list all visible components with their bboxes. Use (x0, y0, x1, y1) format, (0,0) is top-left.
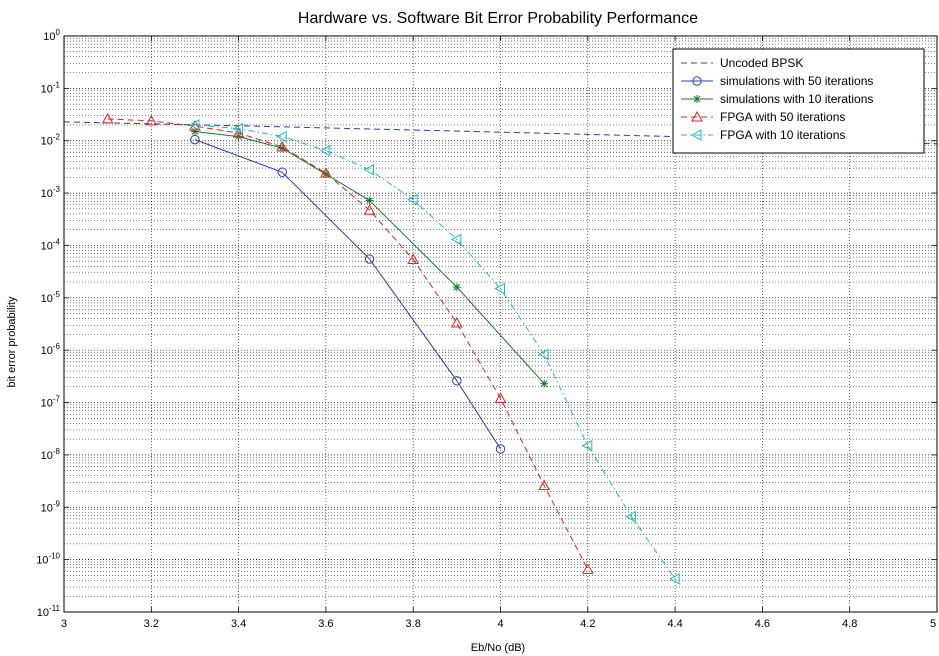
y-tick-label: 10-8 (41, 447, 61, 462)
legend-label: simulations with 50 iterations (720, 74, 873, 88)
legend-marker (690, 129, 702, 141)
data-point (540, 379, 549, 388)
legend-label: Uncoded BPSK (720, 56, 803, 70)
x-tick-label: 4.8 (842, 618, 857, 630)
y-tick-label: 100 (43, 28, 60, 43)
data-point (451, 317, 463, 328)
x-tick-label: 3.4 (231, 618, 246, 630)
data-point (495, 444, 506, 454)
y-tick-label: 10-3 (41, 185, 61, 200)
y-tick-label: 10-6 (41, 342, 61, 357)
data-point (364, 254, 375, 264)
data-point (581, 439, 593, 452)
y-tick-label: 10-11 (37, 604, 61, 619)
data-point (188, 119, 200, 131)
series-line (107, 118, 589, 570)
series-line (194, 139, 501, 450)
y-tick-label: 10-9 (41, 499, 61, 514)
x-tick-label: 3 (61, 618, 67, 630)
data-point (669, 572, 680, 585)
data-point (452, 376, 462, 386)
y-tick-labels: 100 10-1 10-2 10-3 10-4 10-5 10-6 10-7 10-8 10-9 1… (36, 28, 60, 619)
legend-label: FPGA with 10 iterations (720, 128, 845, 142)
x-tick-labels: 3 3.2 3.4 3.6 3.8 4 4.2 4.4 4.6 4.8 5 (61, 618, 936, 630)
x-tick-label: 5 (930, 618, 936, 630)
data-point (319, 144, 331, 157)
data-point (625, 510, 636, 523)
data-point (232, 122, 244, 135)
series-group (63, 112, 938, 585)
x-tick-label: 4.2 (580, 618, 595, 630)
series-line (63, 121, 938, 145)
x-tick-label: 3.8 (406, 618, 421, 630)
legend-box (672, 48, 925, 154)
data-point (538, 348, 549, 361)
y-tick-label: 10-4 (41, 237, 61, 252)
data-point (407, 193, 418, 206)
data-point (363, 204, 376, 215)
y-tick-label: 10-7 (41, 395, 61, 410)
data-point (494, 392, 507, 403)
data-point (277, 167, 287, 177)
x-tick-label: 4.6 (755, 618, 770, 630)
data-point (190, 127, 199, 136)
data-point (145, 114, 158, 126)
data-point (407, 253, 420, 264)
data-point (101, 112, 114, 124)
data-point (450, 233, 462, 246)
series-1 (63, 121, 938, 145)
x-tick-label: 3.6 (318, 618, 333, 630)
legend: Uncoded BPSK simulations with 50 iteratio… (672, 48, 925, 154)
y-tick-label: 10-1 (41, 80, 61, 95)
data-point (278, 144, 287, 153)
data-point (365, 196, 374, 205)
data-point (363, 163, 375, 176)
data-point (321, 170, 330, 179)
data-point (538, 479, 550, 491)
axis-ticks (63, 35, 938, 613)
y-tick-label: 10-5 (41, 290, 61, 305)
y-axis-label: bit error probability (6, 296, 18, 388)
x-tick-label: 4 (497, 618, 503, 630)
data-point (276, 140, 289, 152)
x-tick-label: 4.4 (667, 618, 682, 630)
data-point (494, 282, 505, 295)
data-point (320, 167, 332, 178)
y-tick-label: 10-2 (41, 133, 61, 148)
data-point (276, 130, 287, 143)
legend-label: simulations with 10 iterations (720, 92, 873, 106)
data-point (581, 563, 594, 574)
data-point (452, 283, 461, 292)
x-axis-label: Eb/No (dB) (471, 642, 525, 654)
legend-marker (693, 95, 701, 103)
legend-label: FPGA with 50 iterations (720, 110, 845, 124)
y-tick-label: 10-10 (36, 552, 60, 567)
legend-marker (691, 110, 703, 122)
legend-marker (692, 76, 702, 86)
series-5 (188, 119, 680, 585)
x-tick-label: 3.2 (144, 618, 159, 630)
chart-title: Hardware vs. Software Bit Error Probabil… (298, 10, 698, 27)
series-2 (190, 134, 506, 454)
